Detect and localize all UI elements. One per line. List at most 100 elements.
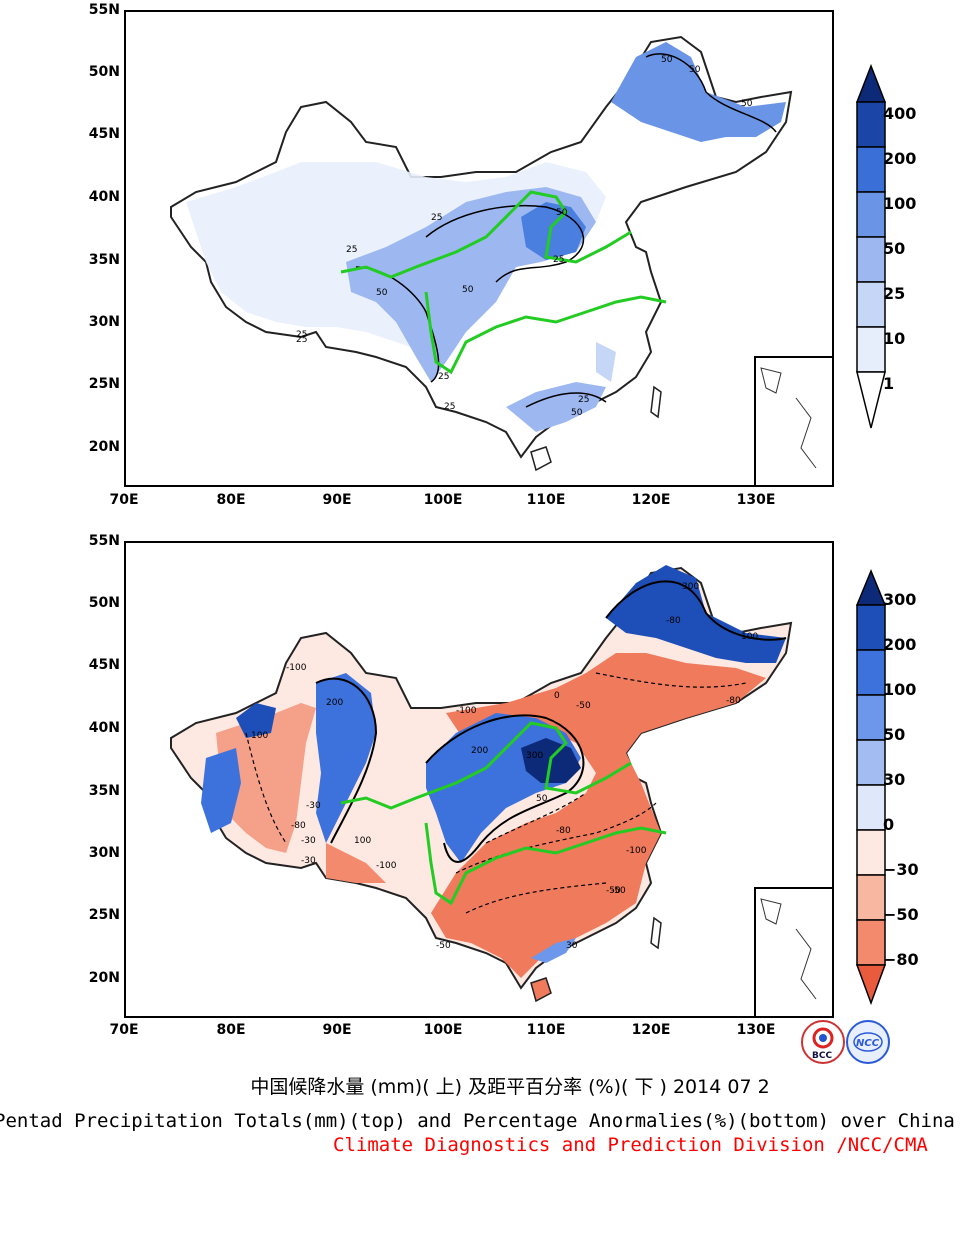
bottom-contour-label: 0 (554, 691, 560, 701)
contour-bottom-7 (595, 672, 747, 688)
lat-tick: 30N (88, 314, 120, 330)
lon-tick: 90E (322, 1022, 352, 1038)
colorbar-bottom-arrow (855, 964, 887, 1006)
colorbar-bin (856, 784, 886, 831)
bottom-contour-label: 200 (326, 698, 343, 708)
lon-tick: 130E (736, 492, 776, 508)
ncc-logo-text: NCC (856, 1038, 880, 1049)
lat-tick: 25N (88, 907, 120, 923)
colorbar-bin (856, 146, 886, 193)
colorbar-level: 10 (883, 329, 906, 348)
lon-tick: 70E (109, 1022, 139, 1038)
bcc-logo-svg: BCC (812, 1027, 834, 1061)
bottom-contour-label: -50 (576, 701, 591, 711)
lat-tick: 50N (88, 64, 120, 80)
bottom-contour-label: -50 (606, 886, 621, 896)
anomaly-positive-northeast (606, 565, 786, 663)
colorbar-level: 30 (883, 770, 906, 789)
top-contour-label: 50 (571, 408, 583, 418)
colorbar-level: 0 (883, 815, 895, 834)
contour-bottom-4 (485, 792, 587, 844)
colorbar-bin (856, 829, 886, 876)
lat-tick: 30N (88, 845, 120, 861)
colorbar-bin (856, 191, 886, 238)
bottom-contour-label: 100 (251, 731, 268, 741)
bottom-contour-label: 300 (526, 751, 543, 761)
bottom-contour-label: -80 (556, 826, 571, 836)
lat-tick: 55N (88, 2, 120, 18)
lon-tick: 90E (322, 492, 352, 508)
top-contour-label: 50 (462, 285, 474, 295)
contour-bottom-3 (605, 580, 787, 641)
bottom-contour-label: 300 (682, 582, 699, 592)
lat-tick: 40N (88, 720, 120, 736)
colorbar-level: 50 (883, 725, 906, 744)
colorbar-level: 200 (883, 149, 917, 168)
anomaly-negative-west (216, 703, 316, 853)
organization-credit: Climate Diagnostics and Prediction Divis… (333, 1134, 928, 1156)
lon-tick: 100E (423, 492, 463, 508)
bottom-contour-label: -50 (436, 941, 451, 951)
bottom-map-panel: 300 200 -100 100 200 300 -80 -50 -30 -10… (0, 530, 960, 1040)
bcc-logo: BCC (801, 1020, 845, 1064)
contour-bottom-5 (455, 802, 657, 874)
colorbar-bin (856, 739, 886, 786)
anomaly-positive-farwest (201, 748, 241, 833)
top-contour-label: 50 (741, 99, 753, 109)
lat-tick: 55N (88, 533, 120, 549)
colorbar-bin (856, 236, 886, 283)
lon-tick: 70E (109, 492, 139, 508)
taiwan-island (650, 385, 662, 419)
bottom-map-frame: 300 200 -100 100 200 300 -80 -50 -30 -10… (124, 541, 834, 1018)
anomaly-positive-westcentral (316, 673, 376, 843)
colorbar-level: 300 (883, 590, 917, 609)
bottom-contour-label: -80 (666, 616, 681, 626)
anomaly-positive-southeast (531, 938, 576, 963)
top-contour-label: 25 (431, 213, 442, 223)
bottom-colorbar (855, 569, 887, 1006)
bottom-contour-label: 30 (566, 941, 578, 951)
lon-tick: 120E (631, 492, 671, 508)
colorbar-bin (856, 101, 886, 148)
bottom-contour-label: 100 (741, 632, 758, 642)
colorbar-bin (856, 326, 886, 373)
bottom-contour-label: -30 (306, 801, 321, 811)
bottom-contour-label: -100 (376, 861, 397, 871)
top-map-svg: 25 50 25 50 25 50 25 25 25 50 50 25 50 5… (170, 35, 793, 472)
top-contour-label: 50 (661, 55, 673, 65)
colorbar-level: 100 (883, 194, 917, 213)
colorbar-top-arrow (855, 63, 887, 103)
colorbar-bin (856, 919, 886, 966)
colorbar-bin (856, 281, 886, 328)
lon-tick: 80E (216, 1022, 246, 1038)
anomaly-negative-east (431, 653, 766, 978)
hainan-island (530, 977, 552, 1003)
bottom-contour-label: -100 (626, 846, 647, 856)
top-contour-label: 50 (689, 65, 701, 75)
inset-coastline (760, 898, 817, 1000)
top-contour-label: 25 (553, 255, 564, 265)
bottom-contour-label: -30 (301, 856, 316, 866)
bottom-contour-label: -100 (286, 663, 307, 673)
lat-tick: 40N (88, 189, 120, 205)
colorbar-level: 50 (883, 239, 906, 258)
anomaly-negative-tibet (326, 843, 386, 883)
english-title: Pentad Precipitation Totals(mm)(top) and… (0, 1110, 955, 1132)
colorbar-bin (856, 874, 886, 921)
bottom-contour-label: -30 (301, 836, 316, 846)
lon-tick: 130E (736, 1022, 776, 1038)
yellow-river (340, 721, 632, 810)
lat-tick: 35N (88, 783, 120, 799)
lat-tick: 45N (88, 657, 120, 673)
bottom-contour-label: -80 (291, 821, 306, 831)
top-contour-label: 25 (346, 245, 357, 255)
bottom-contour-label: 100 (354, 836, 371, 846)
colorbar-level: 400 (883, 104, 917, 123)
yangtze-river (424, 291, 667, 375)
taiwan-island (650, 916, 662, 950)
yangtze-river (424, 822, 667, 906)
top-contour-label: 50 (376, 288, 388, 298)
precip-northeast (611, 42, 786, 142)
bottom-contour-label: 200 (471, 746, 488, 756)
contour-top-4 (525, 392, 607, 408)
